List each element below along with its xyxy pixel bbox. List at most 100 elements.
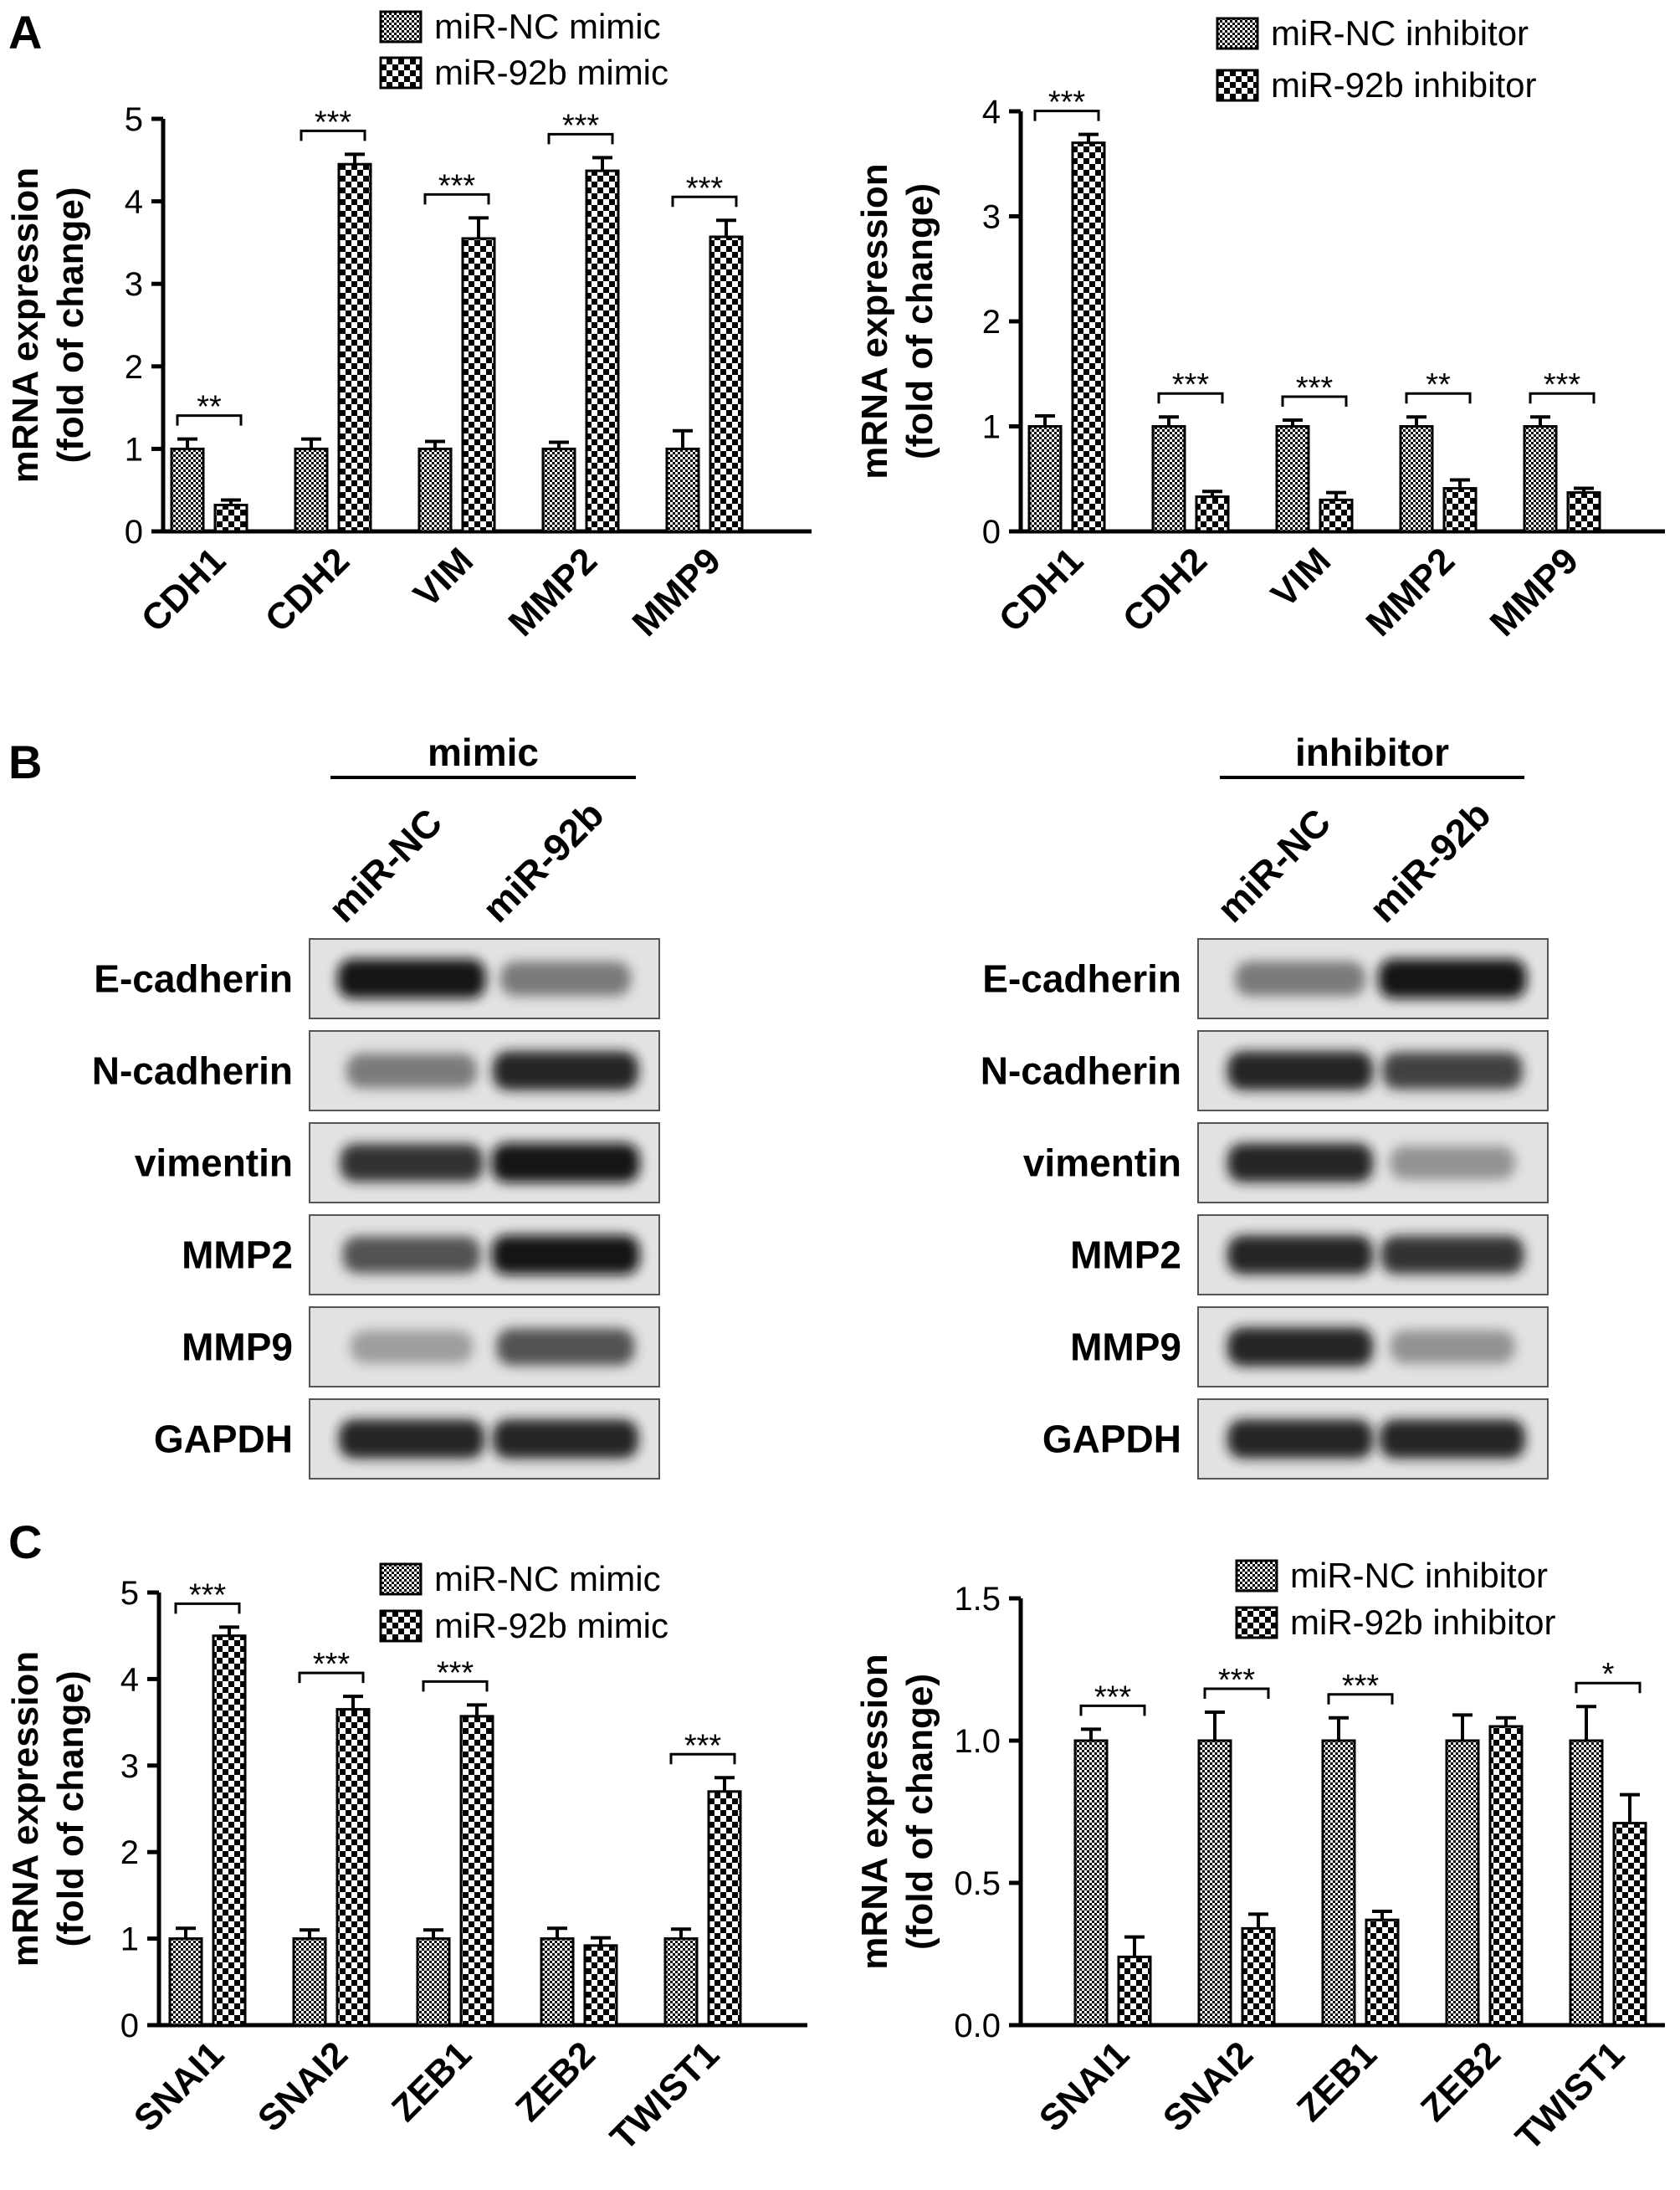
bar-nc-zeb2 [540, 1937, 575, 2027]
y-axis-label-2: (fold of change) [50, 1671, 91, 1947]
bar-mir-cdh2 [337, 162, 372, 533]
legend-swatch [379, 56, 423, 90]
bar-mir-vim [1319, 498, 1354, 533]
significance-label: *** [562, 108, 600, 143]
category-label-cdh2: CDH2 [258, 540, 357, 639]
bar-mir-twist1 [707, 1790, 742, 2027]
blot-band [500, 961, 631, 997]
significance-bracket [298, 1671, 365, 1684]
blot-band [1390, 1146, 1515, 1180]
category-label-snai1: SNAI1 [126, 2034, 232, 2139]
y-tick-label: 1.0 [954, 1723, 1001, 1760]
blot-group-label: mimic [428, 731, 539, 774]
blot-band [1227, 1143, 1373, 1182]
bar-nc-zeb1 [1321, 1739, 1356, 2027]
y-axis-label: mRNA expression [854, 163, 895, 479]
bar-mir-cdh2 [1195, 495, 1230, 533]
legend-swatch [1235, 1559, 1278, 1592]
bar-nc-twist1 [1569, 1739, 1604, 2027]
bar-nc-cdh2 [1151, 425, 1186, 533]
panel-label-b: B [8, 736, 42, 788]
bar-nc-snai2 [1197, 1739, 1232, 2027]
category-label-zeb2: ZEB2 [1413, 2034, 1508, 2129]
legend-label: miR-NC inhibitor [1271, 13, 1529, 53]
y-tick-label: 2 [982, 304, 1001, 341]
lane-label: miR-NC [1208, 800, 1339, 931]
significance-label: *** [1342, 1669, 1380, 1704]
bar-mir-mmp9 [1566, 491, 1601, 533]
bar-nc-snai1 [168, 1937, 203, 2027]
y-tick-label: 0 [125, 514, 143, 551]
blot-band [493, 1051, 638, 1090]
bar-mir-zeb2 [583, 1944, 618, 2027]
bar-nc-snai2 [292, 1937, 327, 2027]
protein-label-mmp2: MMP2 [182, 1233, 293, 1277]
bar-nc-mmp2 [541, 447, 576, 533]
panel-label-c: C [8, 1516, 42, 1568]
y-tick-label: 4 [982, 94, 1001, 131]
significance-label: *** [313, 1647, 351, 1682]
category-label-zeb1: ZEB1 [384, 2034, 479, 2129]
y-tick-label: 2 [120, 1834, 139, 1871]
bar-mir-vim [461, 237, 496, 533]
significance-label: ** [197, 390, 222, 425]
category-label-cdh2: CDH2 [1115, 540, 1215, 639]
y-tick-label: 3 [982, 199, 1001, 236]
blot-band [1227, 1051, 1373, 1090]
western-blot-inhibitor: inhibitor miR-NC miR-92b E-cadherin N-cadher… [981, 731, 1549, 1480]
legend-swatch [379, 1609, 423, 1643]
legend-label: miR-92b inhibitor [1290, 1603, 1555, 1642]
bar-nc-zeb1 [416, 1937, 451, 2027]
chart-a-inhibitor: 0 1 2 3 4 mRNA expression (fold of change) *** C… [854, 13, 1665, 644]
y-axis-label-2: (fold of change) [50, 187, 91, 464]
western-blot-mimic: mimic miR-NC miR-92b E-cadherin N-cadherin vi… [92, 731, 660, 1480]
blot-band [1380, 1419, 1525, 1459]
legend-label: miR-NC mimic [434, 7, 661, 46]
bar-nc-vim [1275, 425, 1310, 533]
blot-band [339, 1419, 484, 1459]
lane-label: miR-NC [320, 800, 450, 931]
y-tick-label: 3 [125, 266, 143, 303]
blot-group-label: inhibitor [1295, 731, 1449, 774]
significance-bracket [671, 195, 738, 208]
protein-label-mmp9: MMP9 [182, 1326, 293, 1369]
significance-label: *** [315, 105, 352, 140]
significance-label: *** [1544, 367, 1581, 403]
bar-nc-snai1 [1073, 1739, 1109, 2027]
blot-band [1227, 1419, 1373, 1459]
significance-bracket [176, 414, 243, 426]
lane-label: miR-92b [1360, 792, 1498, 931]
bar-mir-snai1 [212, 1634, 247, 2027]
significance-bracket [422, 1680, 489, 1692]
blot-band [346, 1053, 477, 1089]
significance-bracket [1327, 1693, 1394, 1705]
bar-mir-zeb2 [1488, 1725, 1524, 2027]
significance-label: *** [438, 168, 476, 203]
y-tick-label: 0.0 [954, 2008, 1001, 2044]
y-tick-label: 1 [982, 409, 1001, 446]
protein-label-mmp2: MMP2 [1070, 1233, 1181, 1277]
y-tick-label: 3 [120, 1748, 139, 1785]
blot-band [340, 1143, 484, 1182]
blot-band [1380, 1235, 1524, 1275]
category-label-mmp9: MMP9 [625, 540, 730, 644]
blot-band [491, 1234, 640, 1275]
significance-bracket [300, 129, 366, 141]
bar-mir-mmp9 [709, 235, 744, 533]
bar-mir-mmp2 [1442, 487, 1478, 533]
significance-label: *** [686, 171, 724, 206]
blot-band [1390, 1330, 1515, 1364]
category-label-twist1: TWIST1 [1508, 2034, 1632, 2158]
bar-nc-mmp2 [1399, 425, 1434, 533]
legend-swatch [1216, 17, 1259, 50]
bar-mir-cdh1 [1071, 141, 1106, 533]
category-label-vim: VIM [406, 540, 481, 615]
category-label-vim: VIM [1263, 540, 1339, 615]
protein-label-gapdh: GAPDH [154, 1418, 293, 1461]
protein-label-e-cadherin: E-cadherin [982, 957, 1181, 1001]
significance-label: *** [1048, 85, 1086, 121]
significance-label: *** [437, 1655, 474, 1690]
bar-nc-cdh1 [1027, 425, 1063, 533]
significance-bracket [669, 1752, 736, 1765]
y-axis-label: mRNA expression [5, 167, 46, 483]
